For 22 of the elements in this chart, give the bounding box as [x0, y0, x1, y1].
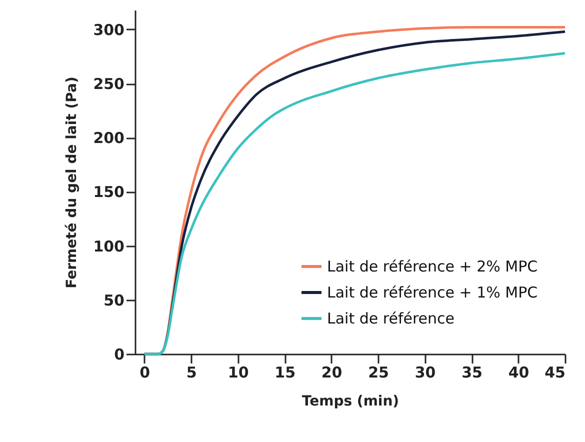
- x-tick-label: 5: [186, 364, 197, 382]
- x-tick-label: 35: [462, 364, 482, 382]
- x-tick-label: 40: [508, 364, 530, 382]
- y-tick-label: 100: [93, 237, 124, 256]
- x-tick-label: 45: [544, 364, 566, 382]
- x-tick-label: 30: [414, 364, 436, 382]
- x-tick-label: 20: [321, 364, 342, 382]
- y-tick-label: 150: [93, 183, 124, 202]
- y-tick-label: 200: [93, 129, 124, 148]
- x-axis-title: Temps (min): [302, 394, 400, 410]
- y-tick-label: 250: [93, 75, 124, 94]
- x-tick-label: 10: [228, 364, 249, 382]
- x-tick-label: 15: [274, 364, 296, 382]
- y-axis-title: Fermeté du gel de lait (Pa): [64, 76, 80, 288]
- y-tick-label: 0: [114, 346, 124, 364]
- legend-label: Lait de référence + 1% MPC: [327, 284, 538, 302]
- x-tick-label: 25: [368, 364, 389, 382]
- x-tick-label: 0: [140, 364, 150, 382]
- y-tick-label: 300: [93, 20, 124, 39]
- legend-label: Lait de référence: [327, 310, 455, 328]
- y-tick-label: 50: [104, 291, 124, 310]
- legend-label: Lait de référence + 2% MPC: [327, 258, 538, 276]
